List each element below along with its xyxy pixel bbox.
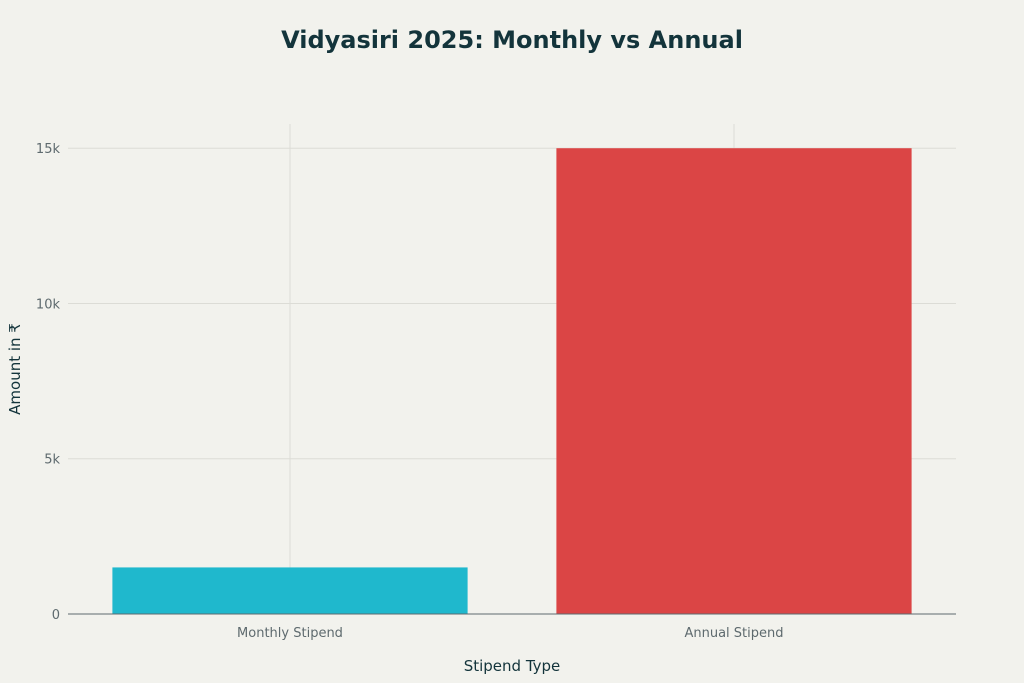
x-axis-label: Stipend Type — [464, 657, 561, 675]
y-axis-label: Amount in ₹ — [6, 323, 24, 415]
y-tick-label: 10k — [36, 297, 61, 312]
y-tick-label: 15k — [36, 142, 61, 157]
bar-monthly-stipend — [112, 567, 468, 614]
y-tick-label: 0 — [52, 608, 60, 623]
x-tick-label: Monthly Stipend — [237, 626, 343, 641]
chart-title: Vidyasiri 2025: Monthly vs Annual — [281, 26, 743, 54]
bar-annual-stipend — [556, 148, 912, 615]
x-tick-label: Annual Stipend — [684, 626, 783, 641]
y-tick-label: 5k — [44, 453, 60, 468]
